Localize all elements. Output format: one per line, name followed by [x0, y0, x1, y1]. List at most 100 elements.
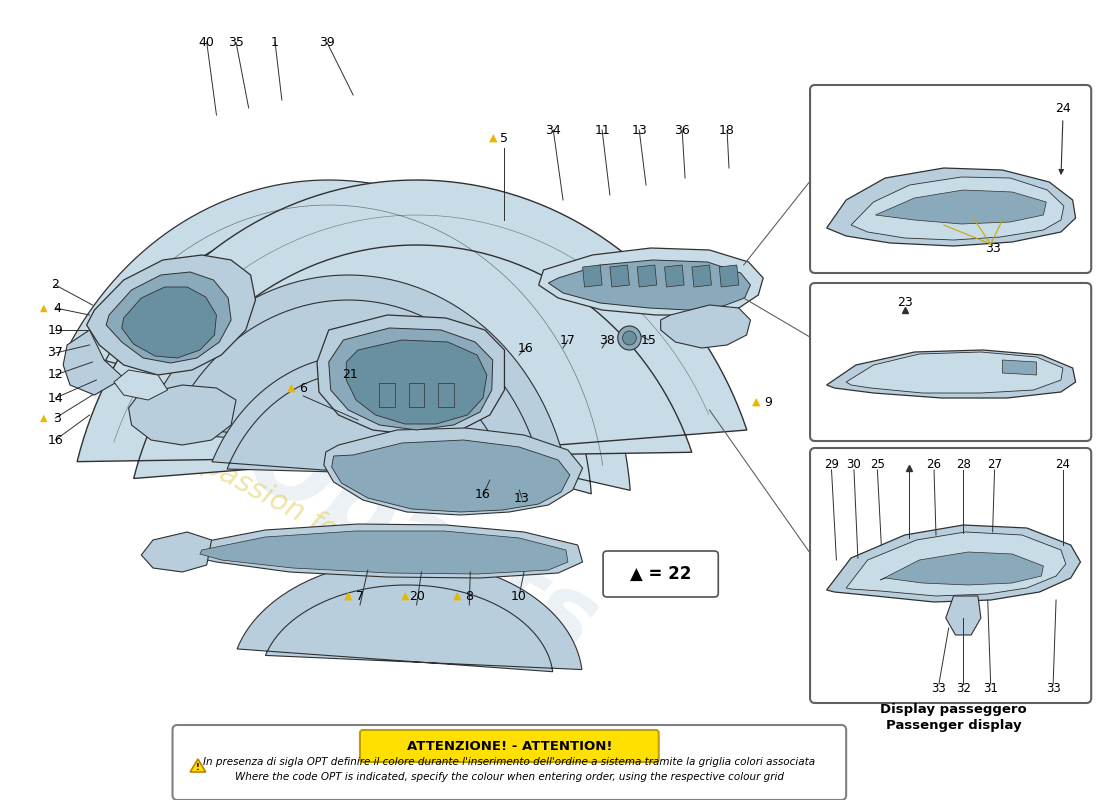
- Polygon shape: [190, 759, 206, 772]
- Text: 17: 17: [560, 334, 576, 346]
- Text: In presenza di sigla OPT definire il colore durante l'inserimento dell'ordine a : In presenza di sigla OPT definire il col…: [204, 757, 815, 767]
- Polygon shape: [609, 265, 629, 287]
- Polygon shape: [106, 272, 231, 363]
- Text: 38: 38: [600, 334, 615, 346]
- Text: 28: 28: [956, 458, 971, 471]
- Text: 15: 15: [641, 334, 657, 346]
- Polygon shape: [876, 190, 1046, 224]
- Polygon shape: [692, 265, 712, 287]
- Text: 24: 24: [1055, 458, 1070, 471]
- Polygon shape: [346, 340, 487, 424]
- Polygon shape: [238, 560, 582, 672]
- Circle shape: [618, 326, 641, 350]
- Text: passion for parts since 1985: passion for parts since 1985: [198, 450, 576, 670]
- Polygon shape: [379, 383, 395, 407]
- Text: 3: 3: [54, 411, 62, 425]
- Text: 8: 8: [465, 590, 473, 602]
- Text: 2: 2: [52, 278, 59, 291]
- Polygon shape: [846, 532, 1066, 596]
- Polygon shape: [946, 596, 981, 635]
- FancyBboxPatch shape: [810, 448, 1091, 703]
- FancyBboxPatch shape: [360, 730, 659, 762]
- Text: eurOparts: eurOparts: [65, 323, 613, 677]
- Polygon shape: [851, 177, 1064, 240]
- Text: 5: 5: [500, 131, 508, 145]
- Text: Where the code OPT is indicated, specify the colour when entering order, using t: Where the code OPT is indicated, specify…: [234, 772, 784, 782]
- FancyBboxPatch shape: [173, 725, 846, 800]
- Text: 33: 33: [984, 242, 1001, 254]
- Text: ▲: ▲: [488, 133, 497, 143]
- FancyBboxPatch shape: [810, 85, 1091, 273]
- Text: 6: 6: [299, 382, 307, 394]
- Text: 18: 18: [719, 123, 735, 137]
- Text: 13: 13: [514, 491, 530, 505]
- Polygon shape: [317, 315, 505, 435]
- Text: Passenger display: Passenger display: [886, 719, 1022, 733]
- Text: Display passeggero: Display passeggero: [880, 703, 1027, 717]
- Text: ▲: ▲: [453, 591, 462, 601]
- Polygon shape: [145, 275, 565, 470]
- Polygon shape: [661, 305, 750, 348]
- Text: 1: 1: [271, 35, 279, 49]
- Text: 26: 26: [926, 458, 942, 471]
- Text: 11: 11: [594, 123, 610, 137]
- Text: ▲: ▲: [752, 397, 760, 407]
- Polygon shape: [880, 552, 1044, 585]
- Polygon shape: [637, 265, 657, 287]
- Text: 21: 21: [342, 369, 359, 382]
- Polygon shape: [67, 180, 630, 494]
- Text: 12: 12: [47, 369, 63, 382]
- Text: 32: 32: [956, 682, 971, 694]
- Text: ▲: ▲: [344, 591, 352, 601]
- Text: 9: 9: [764, 395, 772, 409]
- Text: 36: 36: [674, 123, 690, 137]
- Polygon shape: [583, 265, 602, 287]
- Text: ▲: ▲: [40, 413, 47, 423]
- Text: 4: 4: [54, 302, 62, 314]
- Polygon shape: [846, 352, 1063, 393]
- Text: 13: 13: [631, 123, 647, 137]
- Text: 7: 7: [356, 590, 364, 602]
- Polygon shape: [141, 532, 211, 572]
- Text: ATTENZIONE! - ATTENTION!: ATTENZIONE! - ATTENTION!: [407, 739, 612, 753]
- Text: 30: 30: [847, 458, 861, 471]
- Text: 34: 34: [546, 123, 561, 137]
- Text: ▲ = 22: ▲ = 22: [630, 565, 692, 583]
- Text: 39: 39: [319, 35, 334, 49]
- Polygon shape: [212, 355, 509, 482]
- Text: 40: 40: [199, 35, 214, 49]
- Polygon shape: [200, 531, 568, 574]
- Polygon shape: [114, 370, 167, 400]
- Text: 25: 25: [870, 458, 884, 471]
- Text: 35: 35: [228, 35, 244, 49]
- Polygon shape: [129, 385, 236, 445]
- Polygon shape: [409, 383, 425, 407]
- Text: 33: 33: [932, 682, 946, 694]
- Text: 24: 24: [1055, 102, 1070, 114]
- Text: !: !: [196, 763, 200, 773]
- Text: 23: 23: [896, 295, 913, 309]
- Text: 10: 10: [512, 590, 527, 602]
- Polygon shape: [77, 180, 747, 478]
- Text: 16: 16: [518, 342, 534, 354]
- FancyBboxPatch shape: [810, 283, 1091, 441]
- Text: 19: 19: [47, 323, 63, 337]
- FancyBboxPatch shape: [603, 551, 718, 597]
- Text: ▲: ▲: [287, 383, 296, 393]
- Text: 27: 27: [987, 458, 1002, 471]
- Text: 14: 14: [47, 391, 63, 405]
- Text: 31: 31: [983, 682, 998, 694]
- Circle shape: [623, 331, 636, 345]
- Polygon shape: [323, 428, 583, 515]
- Polygon shape: [87, 255, 255, 375]
- Text: 37: 37: [47, 346, 64, 359]
- Polygon shape: [539, 248, 763, 315]
- Polygon shape: [122, 287, 217, 358]
- Polygon shape: [826, 525, 1080, 602]
- Text: 20: 20: [409, 590, 425, 602]
- Polygon shape: [549, 260, 750, 310]
- Polygon shape: [664, 265, 684, 287]
- Polygon shape: [438, 383, 453, 407]
- Text: 29: 29: [824, 458, 839, 471]
- Polygon shape: [332, 440, 570, 512]
